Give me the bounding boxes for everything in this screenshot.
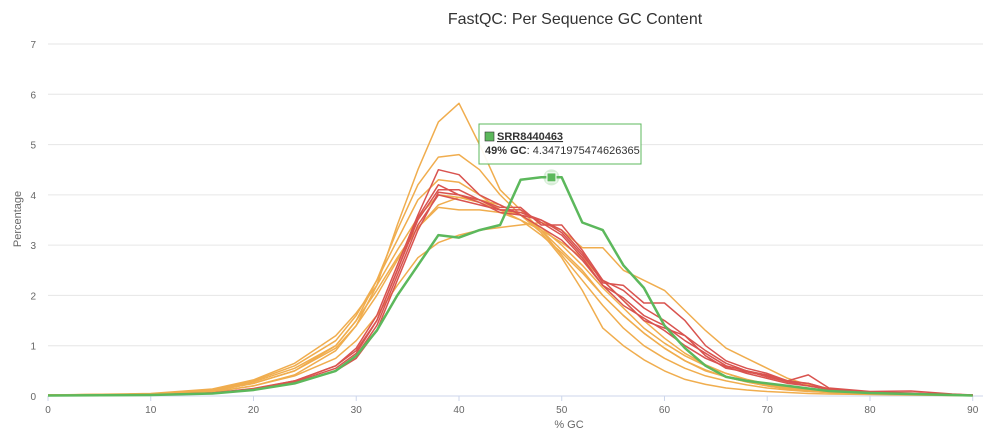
- x-tick-label: 0: [45, 405, 51, 416]
- y-tick-label: 2: [30, 291, 36, 302]
- series-line-highlighted[interactable]: [47, 176, 973, 397]
- series-line-warn[interactable]: [47, 153, 973, 397]
- tooltip-x-label: 49% GC: [485, 145, 527, 157]
- x-axis-title: % GC: [554, 419, 583, 431]
- tooltip-box: [478, 123, 642, 165]
- gridlines: [48, 43, 983, 397]
- y-tick-label: 1: [30, 342, 36, 353]
- x-tick-label: 60: [659, 405, 671, 416]
- series-line-fail[interactable]: [47, 191, 973, 397]
- x-tick-label: 50: [556, 405, 568, 416]
- series-line-warn[interactable]: [47, 196, 973, 397]
- y-tick-label: 4: [30, 191, 36, 202]
- series-lines: [47, 102, 973, 397]
- tooltip-value-line: 49% GC: 4.3471975474626365: [485, 145, 640, 157]
- tooltip-series-swatch: [484, 131, 495, 142]
- series-line-fail[interactable]: [47, 189, 973, 397]
- tooltip-series-name: SRR8440463: [497, 131, 563, 143]
- y-tick-label: 5: [30, 141, 36, 152]
- x-tick-label: 80: [864, 405, 876, 416]
- series-line-warn[interactable]: [47, 221, 973, 396]
- series-line-warn[interactable]: [47, 206, 973, 397]
- tooltip-value: 4.3471975474626365: [533, 145, 640, 157]
- y-axis-tick-labels: 0 1 2 3 4 5 6 7: [30, 40, 36, 403]
- hover-marker[interactable]: [543, 169, 560, 186]
- y-tick-label: 6: [30, 90, 36, 101]
- series-line-warn[interactable]: [47, 194, 973, 397]
- x-tick-label: 90: [967, 405, 979, 416]
- x-tick-label: 40: [453, 405, 465, 416]
- y-axis-title: Percentage: [12, 191, 24, 247]
- tooltip: SRR8440463 49% GC: 4.3471975474626365: [478, 123, 642, 165]
- y-tick-label: 3: [30, 241, 36, 252]
- y-tick-label: 7: [30, 40, 36, 51]
- x-tick-label: 10: [145, 405, 157, 416]
- series-point-marker[interactable]: [546, 172, 557, 183]
- chart-title: FastQC: Per Sequence GC Content: [448, 11, 703, 28]
- x-axis-tick-labels: 0 10 20 30 40 50 60 70 80 90: [45, 396, 979, 416]
- x-tick-label: 30: [351, 405, 363, 416]
- x-tick-label: 20: [248, 405, 260, 416]
- x-tick-label: 70: [762, 405, 774, 416]
- y-tick-label: 0: [30, 392, 36, 403]
